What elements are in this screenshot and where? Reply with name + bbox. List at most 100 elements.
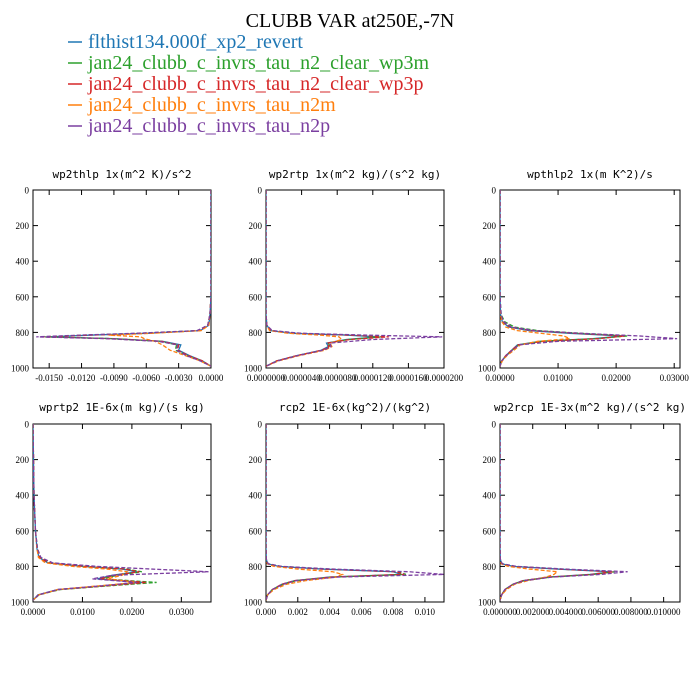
x-tick-label: 0.0000120 <box>354 373 393 383</box>
y-tick-label: 600 <box>249 292 263 302</box>
y-tick-label: 1000 <box>11 364 30 374</box>
panel-title: wpthlp2 1x(m K^2)/s <box>527 168 653 181</box>
x-tick-label: 0.0200 <box>120 607 145 617</box>
plot-frame <box>32 423 212 603</box>
y-tick-label: 1000 <box>11 598 30 608</box>
y-tick-label: 0 <box>258 186 263 196</box>
series-line-5 <box>36 190 211 367</box>
y-tick-label: 0 <box>492 186 497 196</box>
panels-grid: wp2thlp 1x(m^2 K)/s^2 0 200 400 600 800 1000 -0… <box>11 168 689 617</box>
y-tick-label: 200 <box>16 221 30 231</box>
y-tick-label: 200 <box>249 221 263 231</box>
x-tick-label: 0.0000040 <box>282 373 321 383</box>
y-tick-label: 800 <box>483 328 497 338</box>
panel: wp2rtp 1x(m^2 kg)/(s^2 kg) 0 200 400 600 800 1… <box>244 168 464 383</box>
y-tick-label: 1000 <box>244 364 263 374</box>
y-tick-label: 800 <box>16 562 30 572</box>
series-line-1 <box>266 190 378 367</box>
series-line-3 <box>266 424 405 601</box>
x-tick-label: 0.002000 <box>516 607 550 617</box>
y-tick-label: 600 <box>483 292 497 302</box>
series-line-4 <box>108 190 211 367</box>
figure-title: CLUBB VAR at250E,-7N <box>246 10 455 32</box>
x-tick-label: 0.02000 <box>602 373 632 383</box>
y-tick-label: 400 <box>16 257 30 267</box>
series-line-4 <box>33 424 137 601</box>
x-tick-label: 0.000000 <box>483 607 517 617</box>
legend-label: jan24_clubb_c_invrs_tau_n2p <box>87 115 330 137</box>
y-tick-label: 1000 <box>478 364 497 374</box>
x-tick-label: 0.00000 <box>485 373 515 383</box>
y-tick-label: 400 <box>249 257 263 267</box>
x-tick-label: 0.006 <box>351 607 372 617</box>
y-tick-label: 1000 <box>478 598 497 608</box>
x-tick-label: -0.0060 <box>132 373 160 383</box>
y-tick-label: 400 <box>483 257 497 267</box>
panel: wprtp2 1E-6x(m kg)/(s kg) 0 200 400 600 800 10… <box>11 401 212 617</box>
x-tick-label: -0.0150 <box>35 373 63 383</box>
x-tick-label: 0.010 <box>415 607 436 617</box>
x-tick-label: 0.006000 <box>581 607 615 617</box>
x-tick-label: 0.0300 <box>169 607 194 617</box>
y-tick-label: 1000 <box>244 598 263 608</box>
panel: wpthlp2 1x(m K^2)/s 0 200 400 600 800 10000.00… <box>478 168 689 383</box>
y-tick-label: 400 <box>16 491 30 501</box>
x-tick-label: -0.0120 <box>68 373 96 383</box>
panel: wp2rcp 1E-3x(m^2 kg)/(s^2 kg) 0 200 400 600 8… <box>478 401 686 617</box>
series-line-4 <box>500 190 573 367</box>
legend-label: flthist134.000f_xp2_revert <box>88 31 303 53</box>
y-tick-label: 0 <box>25 420 30 430</box>
series-line-4 <box>500 424 559 601</box>
series-line-2 <box>500 190 628 367</box>
legend: flthist134.000f_xp2_revertjan24_clubb_c_… <box>68 31 429 137</box>
x-tick-label: 0.03000 <box>660 373 690 383</box>
y-tick-label: 800 <box>249 562 263 572</box>
y-tick-label: 200 <box>483 221 497 231</box>
y-tick-label: 0 <box>25 186 30 196</box>
y-tick-label: 800 <box>16 328 30 338</box>
x-tick-label: 0.008000 <box>614 607 648 617</box>
x-tick-label: 0.000 <box>256 607 277 617</box>
panel-title: wp2rtp 1x(m^2 kg)/(s^2 kg) <box>269 168 441 181</box>
plot-frame <box>32 189 212 369</box>
y-tick-label: 0 <box>492 420 497 430</box>
x-tick-label: 0.0000080 <box>318 373 357 383</box>
y-tick-label: 600 <box>16 526 30 536</box>
series-line-4 <box>266 424 345 601</box>
legend-label: jan24_clubb_c_invrs_tau_n2_clear_wp3m <box>87 52 429 74</box>
panel: wp2thlp 1x(m^2 K)/s^2 0 200 400 600 800 1000 -0… <box>11 168 224 383</box>
y-tick-label: 800 <box>249 328 263 338</box>
y-tick-label: 800 <box>483 562 497 572</box>
series-line-5 <box>500 424 628 601</box>
x-tick-label: 0.0100 <box>70 607 95 617</box>
series-line-5 <box>266 190 443 367</box>
panel-title: wp2rcp 1E-3x(m^2 kg)/(s^2 kg) <box>494 401 686 414</box>
y-tick-label: 600 <box>249 526 263 536</box>
series-line-5 <box>266 424 444 601</box>
x-tick-label: 0.004 <box>319 607 340 617</box>
x-tick-label: -0.0090 <box>100 373 128 383</box>
series-line-4 <box>266 190 343 367</box>
x-tick-label: 0.002 <box>288 607 308 617</box>
series-line-5 <box>33 424 209 601</box>
y-tick-label: 400 <box>483 491 497 501</box>
x-tick-label: 0.0000 <box>199 373 224 383</box>
legend-label: jan24_clubb_c_invrs_tau_n2m <box>87 94 336 116</box>
x-tick-label: 0.01000 <box>543 373 573 383</box>
y-tick-label: 200 <box>249 455 263 465</box>
x-tick-label: 0.0000000 <box>247 373 286 383</box>
x-tick-label: 0.008 <box>383 607 404 617</box>
series-line-2 <box>266 424 407 601</box>
x-tick-label: -0.0030 <box>165 373 193 383</box>
y-tick-label: 200 <box>483 455 497 465</box>
plot-frame <box>499 189 681 369</box>
x-tick-label: 0.0000160 <box>389 373 428 383</box>
x-tick-label: 0.0000 <box>21 607 46 617</box>
x-tick-label: 0.004000 <box>549 607 583 617</box>
series-line-5 <box>500 190 678 367</box>
panel: rcp2 1E-6x(kg^2)/(kg^2) 0 200 400 600 800 1000… <box>244 401 445 617</box>
x-tick-label: 0.010000 <box>647 607 681 617</box>
plot-frame <box>265 189 445 369</box>
y-tick-label: 200 <box>16 455 30 465</box>
